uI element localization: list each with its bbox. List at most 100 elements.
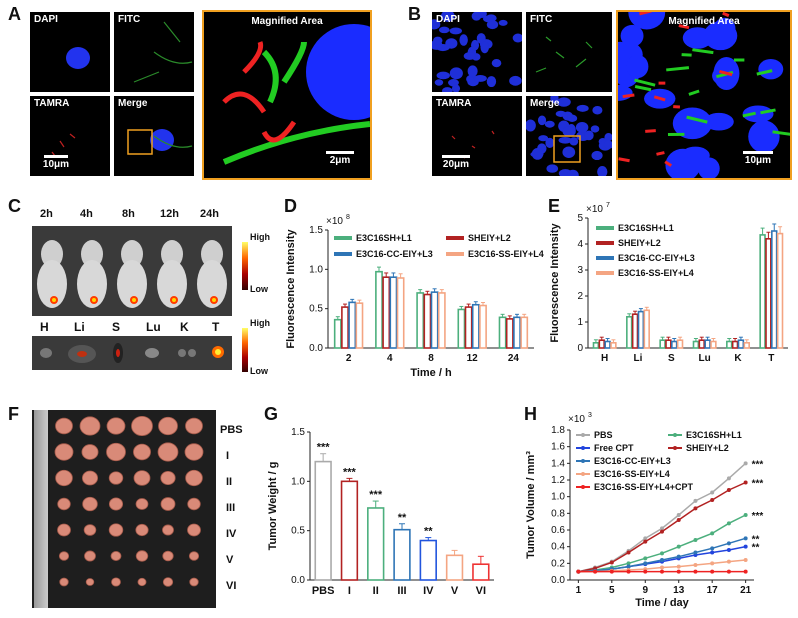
y-tick-label: 1.6 [551, 442, 565, 453]
x-tick-label: 17 [707, 585, 719, 596]
tumor-icon [82, 496, 98, 512]
bar [704, 339, 711, 349]
x-tick-label: 2 [346, 353, 352, 364]
bar [731, 340, 739, 349]
data-point [743, 480, 748, 485]
tumor-icon [106, 442, 126, 462]
legend-label: PBS [594, 430, 613, 440]
data-point [693, 563, 698, 567]
bar [598, 339, 605, 349]
significance-label: ** [424, 526, 433, 538]
tumor-icon [158, 416, 178, 436]
data-point [676, 518, 681, 522]
data-point [676, 564, 681, 569]
tumor-icon [133, 470, 151, 486]
y-tick-label: 3 [577, 265, 583, 276]
organ-label: K [180, 320, 189, 334]
x-tick-label: 5 [609, 585, 615, 596]
data-point [609, 560, 614, 565]
data-point [576, 569, 581, 574]
panel-e-label: E [548, 196, 561, 216]
legend-marker [673, 446, 677, 450]
timepoint-label: 12h [160, 208, 179, 220]
significance-label: *** [317, 442, 331, 454]
legend-swatch [334, 252, 352, 256]
bar [643, 309, 650, 349]
legend-label: E3C16SH+L1 [618, 223, 674, 233]
bar [637, 310, 645, 349]
bar [367, 507, 385, 581]
x-tick-label: 1 [576, 585, 582, 596]
data-point [643, 536, 648, 541]
bar [592, 342, 600, 349]
y-tick-label: 1.8 [551, 425, 565, 436]
data-point [643, 539, 648, 544]
tumor-icon [135, 550, 149, 562]
tumor-icon [58, 551, 70, 561]
data-point [626, 564, 631, 569]
data-point [693, 538, 698, 542]
data-point [643, 569, 648, 574]
bar [737, 339, 745, 349]
data-point [710, 561, 715, 566]
x-tick-label: 9 [642, 585, 648, 596]
y-tick-label: 1.2 [551, 475, 565, 486]
tumor-icon [54, 443, 74, 461]
data-point [593, 569, 598, 574]
x-tick-label: V [451, 585, 459, 597]
legend-marker [673, 433, 677, 437]
legend-label: E3C16-CC-EIY+L3 [356, 249, 433, 259]
tumor-icon [110, 551, 122, 561]
y-tick-label: 0.8 [551, 508, 565, 519]
bar [423, 293, 432, 349]
tumor-icon [106, 417, 126, 435]
tumor-icon [184, 443, 204, 461]
axis-multiplier-exponent: 8 [346, 214, 350, 221]
panel-a-label: A [8, 4, 21, 24]
data-point [743, 536, 748, 541]
tumor-icon [157, 442, 179, 462]
bar [520, 316, 529, 349]
legend-label: E3C16-SS-EIY+L4+CPT [594, 482, 694, 492]
bar [479, 304, 487, 349]
data-point [726, 521, 731, 526]
scale-bar-label: 10μm [736, 151, 780, 166]
significance-label: *** [752, 459, 764, 470]
data-point [676, 569, 681, 574]
x-tick-label: 4 [387, 353, 393, 364]
panel-b-fitc-tile: FITC [526, 12, 612, 92]
chart-h: 0.0 0.2 0.4 0.6 0.8 1.0 1.2 1.4 1.6 1.8 ×10 3 Tumor … [522, 408, 794, 613]
legend-label: SHEIY+L2 [686, 443, 729, 453]
bar [743, 342, 750, 349]
significance-label: *** [369, 489, 383, 501]
x-tick-label: S [668, 353, 675, 364]
bar [692, 340, 700, 349]
tumor-icon [131, 415, 153, 437]
tumor-photo [32, 410, 216, 608]
significance-label: ** [752, 534, 760, 545]
tile-label: FITC [530, 14, 553, 25]
mouse-icon [161, 240, 183, 268]
bar [631, 313, 639, 349]
data-point [660, 526, 664, 531]
tumor-icon [162, 524, 174, 536]
x-axis-label: Time / day [635, 597, 689, 609]
y-tick-label: 1 [577, 317, 583, 328]
bar [416, 292, 425, 349]
data-point [726, 476, 731, 481]
axis-multiplier-exponent: 3 [588, 412, 592, 419]
x-tick-label: Li [634, 353, 643, 364]
tumor-icon [85, 578, 95, 586]
organ-label: S [112, 320, 121, 334]
organ-label: H [40, 320, 49, 334]
legend-marker [581, 459, 585, 463]
magnified-title: Magnified Area [668, 16, 740, 27]
tumor-icon [187, 497, 201, 511]
tile-label: DAPI [436, 14, 460, 25]
bar [726, 340, 733, 349]
colorbar-low-label: Low [250, 284, 268, 294]
x-tick-label: H [601, 353, 608, 364]
y-tick-label: 1.0 [291, 476, 305, 487]
bar [710, 340, 717, 349]
legend-marker [581, 472, 585, 476]
